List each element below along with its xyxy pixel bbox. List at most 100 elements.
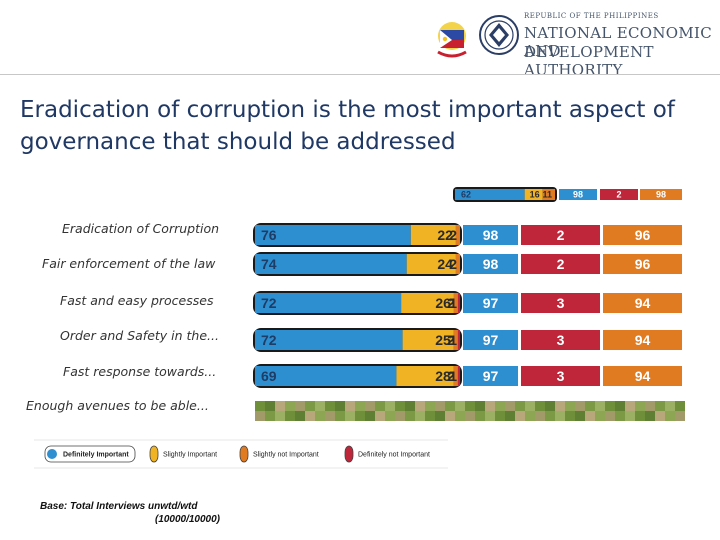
legend-label: Slightly not Important: [253, 452, 319, 459]
obscured-cell: [575, 401, 585, 411]
summary-value: 96: [635, 227, 651, 243]
summary-value: 97: [483, 295, 499, 311]
summary-cell: [521, 293, 600, 313]
obscured-cell: [375, 401, 385, 411]
summary-value: 98: [656, 190, 666, 200]
summary-cell: [463, 225, 518, 245]
obscured-cell: [545, 401, 555, 411]
obscured-cell: [305, 401, 315, 411]
data-label: 2: [449, 256, 457, 272]
obscured-cell: [535, 401, 545, 411]
summary-value: 97: [483, 332, 499, 348]
bar-segment: [455, 189, 525, 200]
obscured-cell: [665, 401, 675, 411]
bar-segment: [410, 225, 456, 245]
category-label: Fast response towards...: [63, 364, 217, 379]
obscured-cell: [405, 401, 415, 411]
obscured-cell: [265, 401, 275, 411]
summary-value: 94: [635, 295, 651, 311]
obscured-cell: [365, 401, 375, 411]
summary-cell: [603, 225, 682, 245]
bar-segment: [255, 254, 407, 274]
obscured-cell: [605, 401, 615, 411]
bar-segment: [255, 293, 402, 313]
summary-cell: [463, 366, 518, 386]
summary-value: 97: [483, 368, 499, 384]
obscured-cell: [625, 411, 635, 421]
obscured-cell: [465, 411, 475, 421]
base-note-line2: (10000/10000): [154, 514, 220, 525]
obscured-cell: [325, 411, 335, 421]
base-note: Base: Total Interviews unwtd/wtd (10000/…: [40, 500, 220, 526]
header-divider: [0, 74, 720, 75]
obscured-cell: [565, 401, 575, 411]
philippine-seal-icon: [437, 22, 467, 58]
legend-swatch: [344, 445, 354, 463]
obscured-cell: [455, 401, 465, 411]
data-label: 2: [447, 368, 455, 384]
obscured-cell: [555, 401, 565, 411]
legend-swatch: [47, 449, 57, 459]
legend: Definitely Important Slightly Important Sl…: [34, 439, 448, 469]
obscured-cell: [475, 411, 485, 421]
summary-cell: [600, 189, 638, 200]
obscured-cell: [435, 401, 445, 411]
obscured-cell: [645, 411, 655, 421]
data-label: 72: [261, 332, 277, 348]
bar-segment: [455, 254, 460, 274]
summary-value: 2: [557, 256, 565, 272]
obscured-cell: [395, 411, 405, 421]
obscured-cell: [315, 401, 325, 411]
summary-cell: [603, 330, 682, 350]
bar-segment: [453, 330, 458, 350]
obscured-cell: [495, 411, 505, 421]
summary-cell: [463, 330, 518, 350]
bar-segment: [401, 293, 454, 313]
obscured-cell: [525, 401, 535, 411]
obscured-cell: [575, 411, 585, 421]
slide-title: Eradication of corruption is the most im…: [20, 97, 675, 155]
obscured-cell: [535, 411, 545, 421]
obscured-cell: [325, 401, 335, 411]
obscured-cell: [635, 401, 645, 411]
obscured-cell: [355, 401, 365, 411]
data-label: 2: [449, 227, 457, 243]
summary-cell: [603, 293, 682, 313]
category-label: Fair enforcement of the law: [42, 256, 216, 271]
obscured-cell: [475, 401, 485, 411]
bar-segment: [457, 366, 460, 386]
obscured-cell: [425, 401, 435, 411]
obscured-cell: [265, 411, 275, 421]
legend-label: Definitely Important: [63, 452, 129, 459]
summary-cell: [521, 366, 600, 386]
data-label: 76: [261, 227, 277, 243]
summary-cell: [603, 254, 682, 274]
obscured-cell: [415, 411, 425, 421]
data-label: 62: [461, 190, 471, 200]
obscured-cell: [295, 401, 305, 411]
obscured-cell: [675, 411, 685, 421]
bar-segment: [453, 366, 458, 386]
obscured-cell: [435, 411, 445, 421]
obscured-row: [255, 401, 685, 421]
bar-segment: [524, 189, 543, 200]
summary-value: 96: [635, 256, 651, 272]
obscured-cell: [385, 401, 395, 411]
obscured-cell: [345, 401, 355, 411]
obscured-cell: [355, 411, 365, 421]
obscured-cell: [515, 411, 525, 421]
chart-row: 76 222 98 2 96: [253, 223, 682, 247]
org-name-line1: NATIONAL ECONOMIC AND: [524, 24, 713, 60]
obscured-cell: [665, 411, 675, 421]
data-label: 24: [437, 256, 453, 272]
category-label: Enough avenues to be able...: [26, 398, 209, 413]
bar-segment: [542, 189, 555, 200]
data-label: 69: [261, 368, 277, 384]
obscured-cell: [335, 411, 345, 421]
summary-cell: [463, 254, 518, 274]
summary-value: 3: [557, 368, 565, 384]
bar-segment: [396, 366, 454, 386]
obscured-cell: [635, 411, 645, 421]
